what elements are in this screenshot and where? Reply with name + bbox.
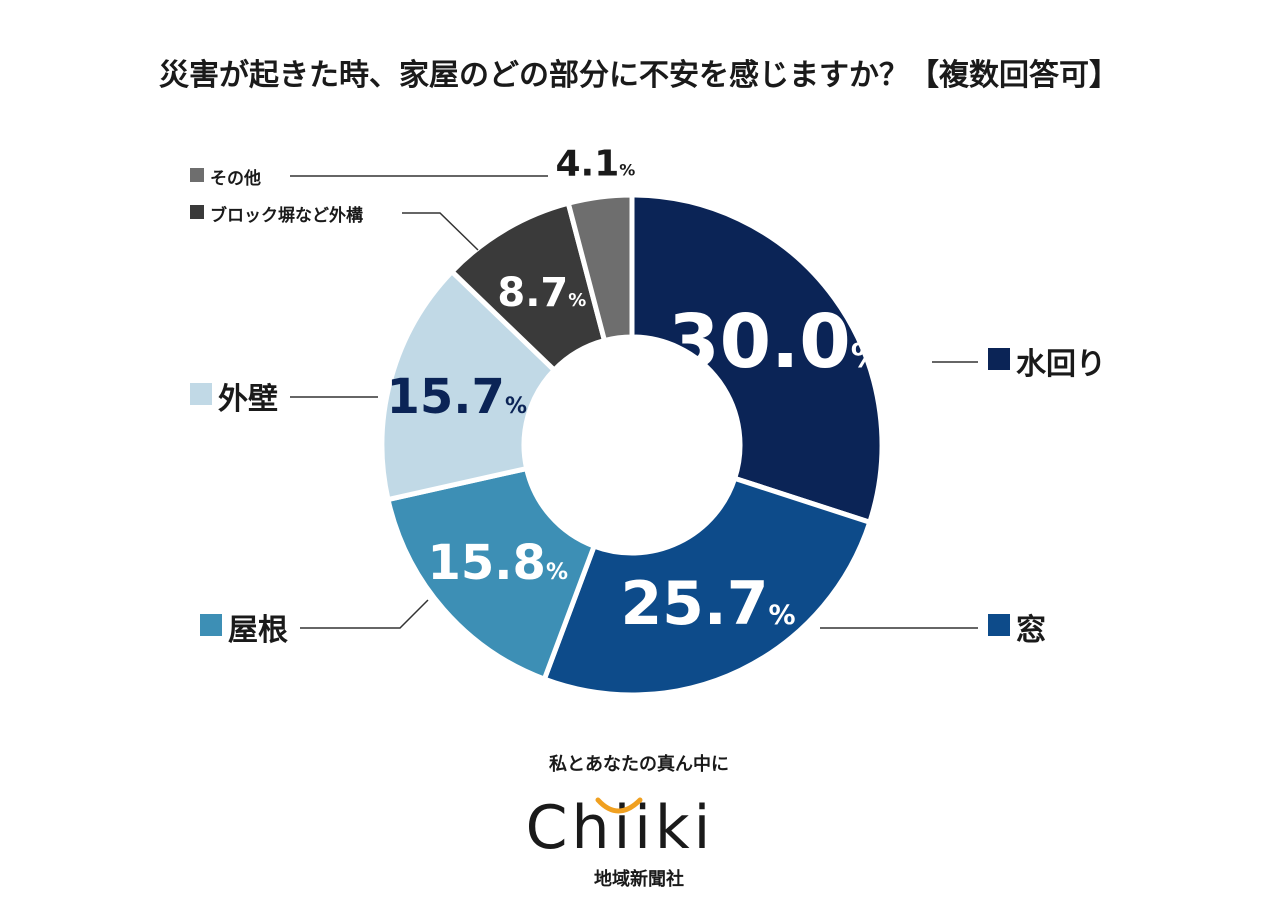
data-label-4-1: 4.1% (555, 143, 635, 184)
data-labels: 30.0% 25.7% 15.8% 15.7% 8.7% 4.1% (387, 143, 884, 639)
data-label-30-0: 30.0% (668, 299, 884, 385)
leader-line (300, 599, 429, 629)
legend-swatch (988, 614, 1010, 636)
legend-swatch (190, 383, 212, 405)
slice-25-7 (541, 475, 873, 698)
leader-lines (290, 175, 978, 629)
legend-swatch (200, 614, 222, 636)
slice-15-7 (379, 268, 558, 503)
legend-swatch (190, 168, 204, 182)
brand-company-name: 地域新聞社 (594, 868, 684, 890)
brand-logo: 私とあなたの真ん中に Chiiki 地域新聞社 (526, 753, 729, 890)
chart-title: 災害が起きた時、家屋のどの部分に不安を感じますか？【複数回答可】 (159, 58, 1119, 93)
category-label: その他 (210, 168, 261, 189)
data-label-15-7: 15.7% (387, 369, 527, 425)
donut-chart (379, 192, 885, 698)
data-label-25-7: 25.7% (620, 569, 795, 639)
data-label-8-7: 8.7% (497, 270, 586, 316)
category-label: ブロック塀など外構 (210, 205, 363, 226)
data-label-15-8: 15.8% (428, 535, 568, 591)
category-label: 窓 (1016, 613, 1046, 648)
category-label: 外壁 (218, 382, 278, 417)
brand-logo-smile (595, 797, 643, 814)
legend-swatch (190, 205, 204, 219)
slice-30-0 (629, 192, 885, 526)
slice-15-8 (385, 465, 598, 683)
legend-swatch (988, 348, 1010, 370)
brand-logo-text: Chiiki (526, 793, 715, 863)
leader-line (402, 212, 479, 251)
slice-4-1 (565, 192, 635, 344)
category-label: 屋根 (228, 613, 288, 648)
brand-tagline: 私とあなたの真ん中に (549, 753, 729, 775)
category-label: 水回り (1016, 347, 1106, 382)
